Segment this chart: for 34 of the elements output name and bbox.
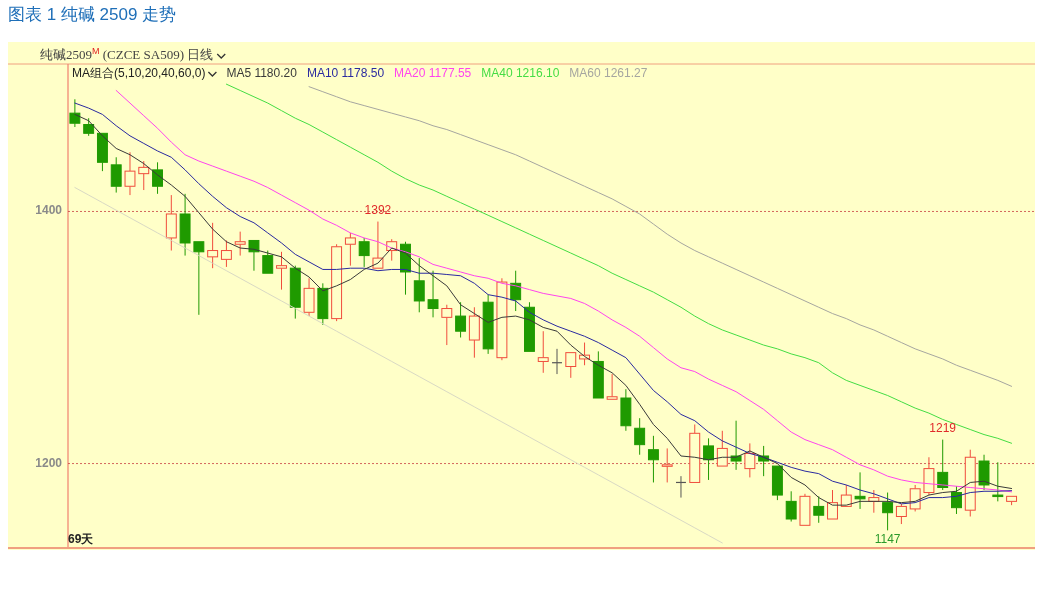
y-tick-label: 1200 [34, 455, 62, 470]
annotation: 1147 [873, 532, 902, 547]
annotation: 1219 [928, 420, 958, 435]
candlestick [69, 98, 81, 128]
annotation: 1392 [363, 202, 393, 217]
candlestick [124, 151, 136, 196]
candlestick [854, 471, 866, 510]
candlestick [661, 447, 673, 483]
candlestick [496, 277, 508, 361]
candlestick [537, 330, 549, 374]
y-tick-label: 1400 [34, 203, 62, 218]
candlestick [482, 294, 494, 355]
candlestick [647, 435, 659, 483]
text: 纯碱2509$^{M}$ (CZCE SA509) 日线 [40, 46, 214, 63]
line-series [308, 86, 1013, 387]
legend-label: MA5 1180.20 [226, 66, 297, 80]
candlestick [179, 193, 191, 257]
candlestick [923, 456, 935, 496]
text: MA20 1177.55 [394, 66, 472, 80]
candlestick [620, 388, 632, 432]
candlestick [730, 420, 742, 471]
candlestick [744, 442, 756, 478]
candlestick [303, 277, 315, 317]
candlestick [427, 270, 439, 318]
text: MA40 1216.10 [481, 66, 560, 80]
text: MA10 1178.50 [306, 66, 385, 80]
line-series [225, 83, 1013, 444]
candlestick [634, 417, 646, 456]
candlestick [978, 454, 990, 491]
chart-title: 图表 1 纯碱 2509 走势 [8, 5, 177, 24]
text: MA60 1261.27 [569, 66, 648, 80]
annotation: MA组合(5,10,20,40,60,0) [72, 66, 206, 80]
annotation: 69天 [68, 532, 94, 546]
candlestick [413, 257, 425, 313]
